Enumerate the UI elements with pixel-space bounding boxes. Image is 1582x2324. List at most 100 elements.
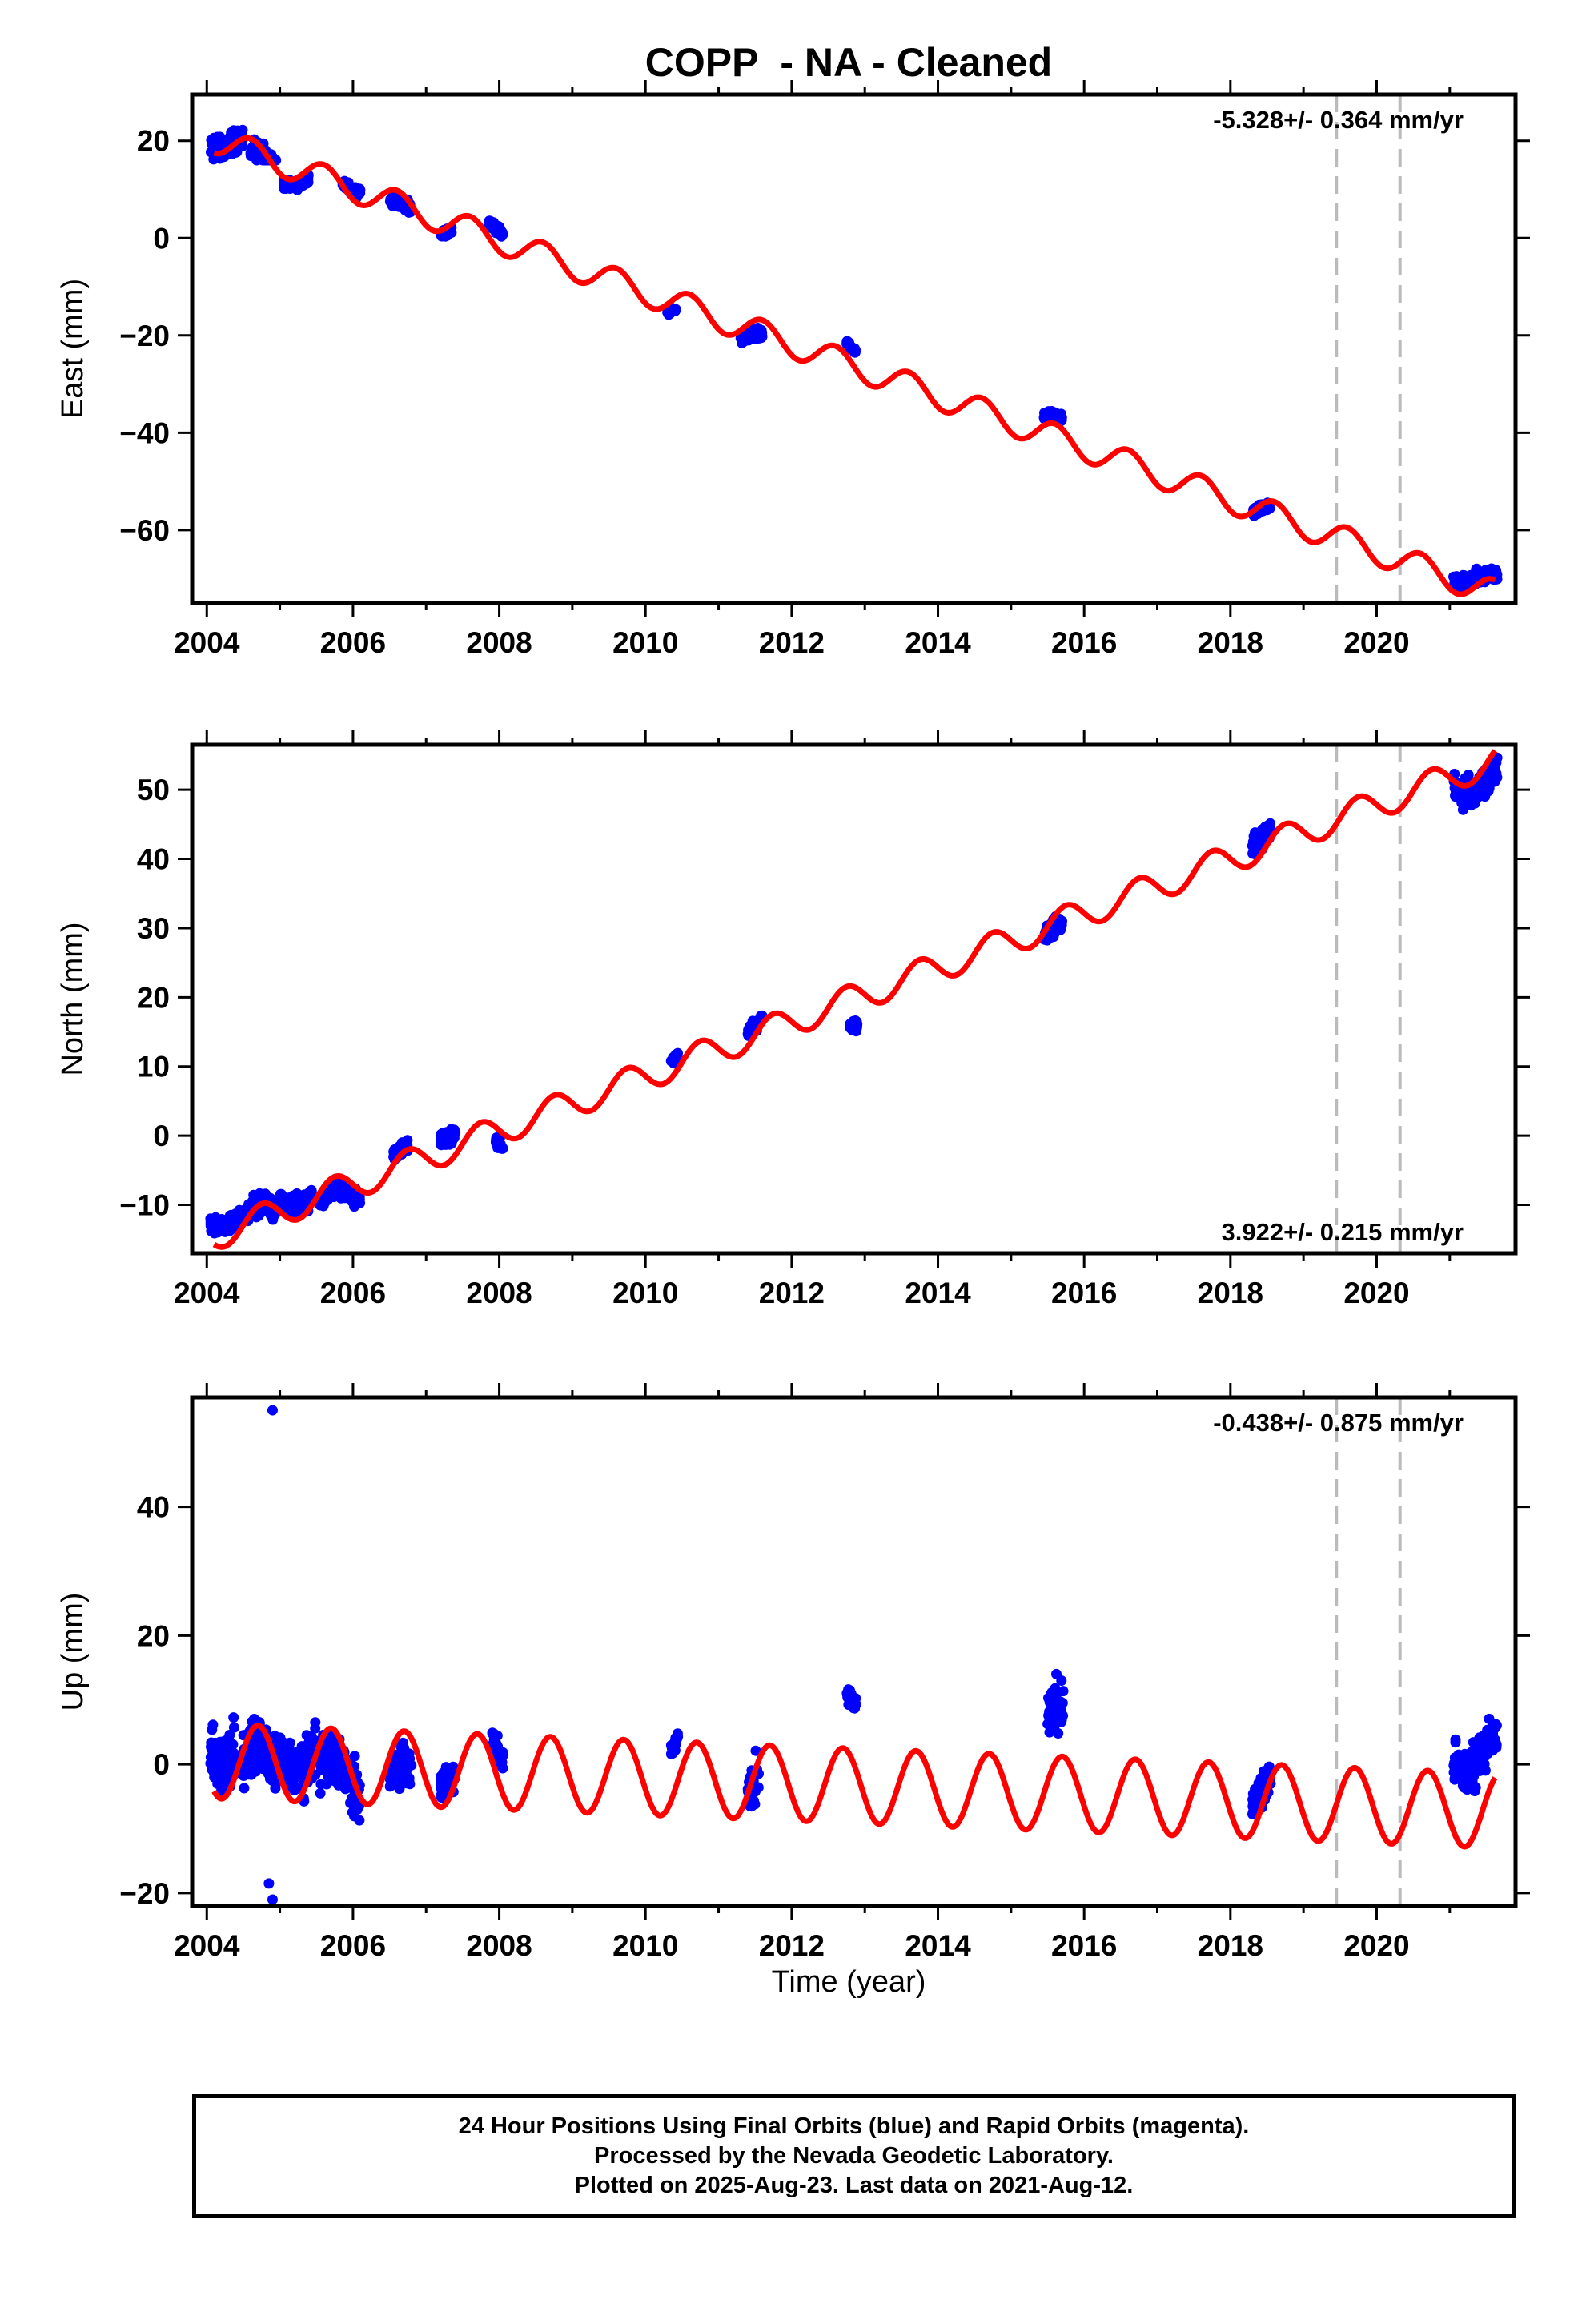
north-observation-cluster [275, 1184, 318, 1220]
up-y-tick-label: 20 [137, 1619, 170, 1652]
north-observation-point [1469, 798, 1480, 809]
east-x-tick-label: 2018 [1198, 626, 1263, 659]
north-observation-point [1251, 828, 1262, 838]
north-y-axis-label: North (mm) [56, 922, 90, 1076]
north-y-tick-label: 50 [137, 774, 170, 806]
up-x-tick-label: 2006 [320, 1929, 386, 1962]
up-observation-point [496, 1750, 508, 1761]
east-observation-cluster [735, 323, 768, 348]
caption-line-2: Processed by the Nevada Geodetic Laborat… [594, 2143, 1114, 2169]
north-observation-point [211, 1227, 223, 1238]
up-observation-point [251, 1745, 262, 1756]
up-observation-point [228, 1712, 239, 1723]
north-observation-point [849, 1019, 860, 1031]
up-plot-area [205, 1397, 1502, 1906]
up-observation-point [206, 1752, 217, 1763]
north-observation-point [223, 1223, 234, 1234]
up-observation-point [279, 1742, 290, 1753]
up-observation-cluster [487, 1727, 508, 1774]
up-observation-point [1249, 1799, 1260, 1811]
east-y-axis-label: East (mm) [56, 279, 90, 419]
up-x-tick-label: 2016 [1051, 1929, 1117, 1962]
up-observation-point [1471, 1763, 1482, 1774]
north-x-tick-label: 2014 [905, 1277, 971, 1309]
up-observation-point [295, 1754, 306, 1765]
up-observation-cluster [1448, 1713, 1502, 1796]
north-observation-point [1247, 840, 1258, 851]
east-x-tick-label: 2014 [905, 626, 971, 659]
up-observation-cluster [841, 1684, 861, 1714]
up-observation-point [326, 1755, 337, 1766]
up-observation-point [267, 1766, 278, 1777]
up-observation-point [324, 1735, 335, 1747]
up-observation-point [1048, 1721, 1059, 1732]
up-y-tick-label: 0 [153, 1748, 170, 1781]
east-observation-cluster [841, 336, 861, 358]
north-observation-point [669, 1053, 681, 1064]
east-observation-point [849, 344, 861, 356]
north-x-tick-label: 2016 [1051, 1277, 1117, 1309]
up-x-tick-label: 2004 [174, 1929, 240, 1962]
north-x-tick-label: 2012 [759, 1277, 825, 1309]
up-observation-point [667, 1747, 678, 1758]
up-outlier-point [267, 1405, 278, 1416]
up-observation-point [745, 1800, 756, 1811]
up-observation-point [242, 1765, 253, 1776]
north-y-tick-label: 10 [137, 1051, 170, 1084]
up-observation-point [253, 1729, 264, 1740]
up-observation-point [301, 1730, 312, 1741]
north-x-tick-label: 2006 [320, 1277, 386, 1309]
up-observation-point [1050, 1683, 1061, 1694]
up-observation-point [206, 1741, 216, 1752]
north-observation-cluster [436, 1124, 461, 1151]
up-observation-point [1478, 1730, 1489, 1741]
north-model-curve [211, 749, 1498, 1250]
up-observation-cluster [205, 1712, 242, 1796]
north-x-tick-label: 2020 [1343, 1277, 1409, 1309]
east-observation-point [669, 304, 680, 316]
east-x-tick-label: 2008 [466, 626, 532, 659]
east-observation-point [1452, 579, 1462, 590]
north-observation-cluster [845, 1015, 863, 1037]
east-observation-cluster [206, 124, 248, 165]
up-observation-point [1251, 1789, 1263, 1800]
up-observation-point [849, 1701, 860, 1712]
east-observation-point [747, 324, 758, 336]
up-observation-point [315, 1787, 326, 1799]
east-y-tick-label: −20 [119, 320, 170, 352]
north-y-tick-label: 30 [137, 912, 170, 945]
up-x-tick-label: 2010 [612, 1929, 678, 1962]
up-observation-point [1486, 1723, 1497, 1735]
east-y-tick-label: −60 [119, 514, 170, 547]
north-observation-point [280, 1198, 291, 1208]
up-observation-point [321, 1779, 332, 1790]
panel-up: 2004 2006 2008 2010 2012 2014 2016 2018 2020 40 20… [56, 1383, 1530, 1962]
panel-north: 2004 2006 2008 2010 2012 2014 2016 2018 20205040… [56, 730, 1530, 1309]
east-plot-area [206, 94, 1503, 603]
up-observation-point [1050, 1695, 1061, 1706]
up-y-tick-label: −20 [119, 1877, 170, 1910]
up-observation-point [310, 1717, 321, 1728]
up-observation-point [1450, 1737, 1461, 1748]
north-x-tick-label: 2010 [612, 1277, 678, 1309]
up-observation-cluster [665, 1728, 684, 1759]
north-observation-point [289, 1192, 300, 1202]
north-observation-point [436, 1128, 447, 1140]
east-observation-point [231, 147, 243, 158]
up-observation-point [1046, 1712, 1058, 1723]
up-observation-point [487, 1728, 498, 1739]
up-observation-point [228, 1722, 239, 1733]
east-y-tick-label: 20 [137, 125, 170, 158]
up-outlier-point [263, 1878, 275, 1889]
east-observation-point [390, 191, 401, 203]
north-frame [190, 742, 1518, 1256]
up-x-tick-label: 2018 [1198, 1929, 1263, 1962]
north-plot-area [205, 745, 1503, 1253]
up-observation-point [215, 1776, 226, 1787]
north-x-tick-label: 2018 [1198, 1277, 1263, 1309]
north-observation-point [1491, 770, 1501, 782]
up-observation-point [249, 1757, 260, 1768]
east-model-curve [211, 135, 1497, 597]
east-observation-point [490, 220, 501, 231]
